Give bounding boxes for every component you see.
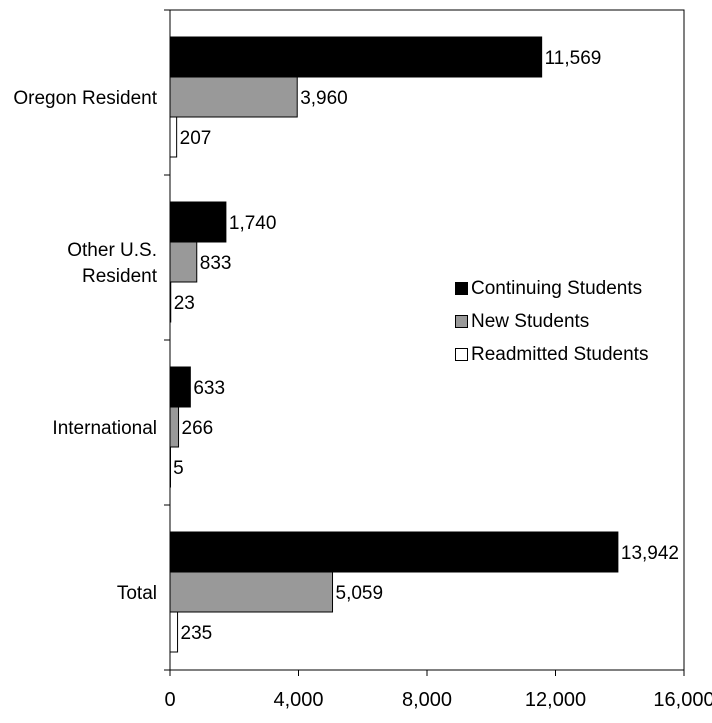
bar-new: [169, 76, 298, 118]
legend-swatch-readmitted: [455, 348, 468, 361]
bar-readmitted: [169, 281, 172, 323]
bar-value-label: 833: [200, 253, 232, 274]
category-label: Oregon Resident: [13, 88, 157, 109]
bar-new: [169, 571, 334, 613]
x-tick-label: 12,000: [525, 689, 586, 711]
category-label: International: [52, 418, 157, 439]
legend-swatch-continuing: [455, 282, 468, 295]
legend-label-new: New Students: [471, 310, 590, 332]
category-label: Resident: [82, 266, 158, 287]
legend: Continuing Students New Students Readmit…: [455, 272, 695, 371]
legend-item-readmitted: Readmitted Students: [455, 338, 695, 371]
bar-value-label: 23: [174, 293, 195, 314]
bar-value-label: 235: [181, 623, 213, 644]
bar-readmitted: [169, 116, 178, 158]
bar-continuing: [169, 366, 191, 408]
x-tick-labels: 0 4,000 8,000 12,000 16,000: [164, 689, 712, 711]
x-tick-label: 16,000: [653, 689, 712, 711]
y-axis-ticks: [164, 9, 170, 671]
bar-new: [169, 406, 180, 448]
bar-new: [169, 241, 198, 283]
bar-value-label: 5,059: [336, 583, 384, 604]
bar-value-label: 5: [173, 458, 184, 479]
bars: [169, 36, 619, 653]
x-tick-label: 4,000: [273, 689, 323, 711]
category-label: Total: [117, 583, 157, 604]
legend-swatch-new: [455, 315, 468, 328]
bar-continuing: [169, 531, 619, 573]
legend-label-readmitted: Readmitted Students: [471, 343, 649, 365]
bar-readmitted: [169, 446, 171, 488]
bar-value-label: 11,569: [545, 48, 602, 69]
legend-label-continuing: Continuing Students: [471, 277, 643, 299]
category-label: Other U.S.: [67, 240, 157, 261]
bar-value-label: 266: [182, 418, 214, 439]
x-axis-ticks: [169, 670, 685, 676]
legend-item-continuing: Continuing Students: [455, 272, 695, 305]
x-tick-label: 8,000: [402, 689, 452, 711]
bar-readmitted: [169, 611, 179, 653]
bar-value-label: 1,740: [229, 213, 277, 234]
bar-value-label: 3,960: [300, 88, 348, 109]
legend-item-new: New Students: [455, 305, 695, 338]
x-tick-label: 0: [164, 689, 175, 711]
bar-value-label: 207: [180, 128, 212, 149]
category-labels: Oregon Resident Other U.S. Resident Interna…: [13, 88, 157, 604]
bar-continuing: [169, 36, 543, 78]
bar-value-label: 13,942: [621, 543, 679, 564]
bar-value-label: 633: [193, 378, 225, 399]
bar-continuing: [169, 201, 227, 243]
